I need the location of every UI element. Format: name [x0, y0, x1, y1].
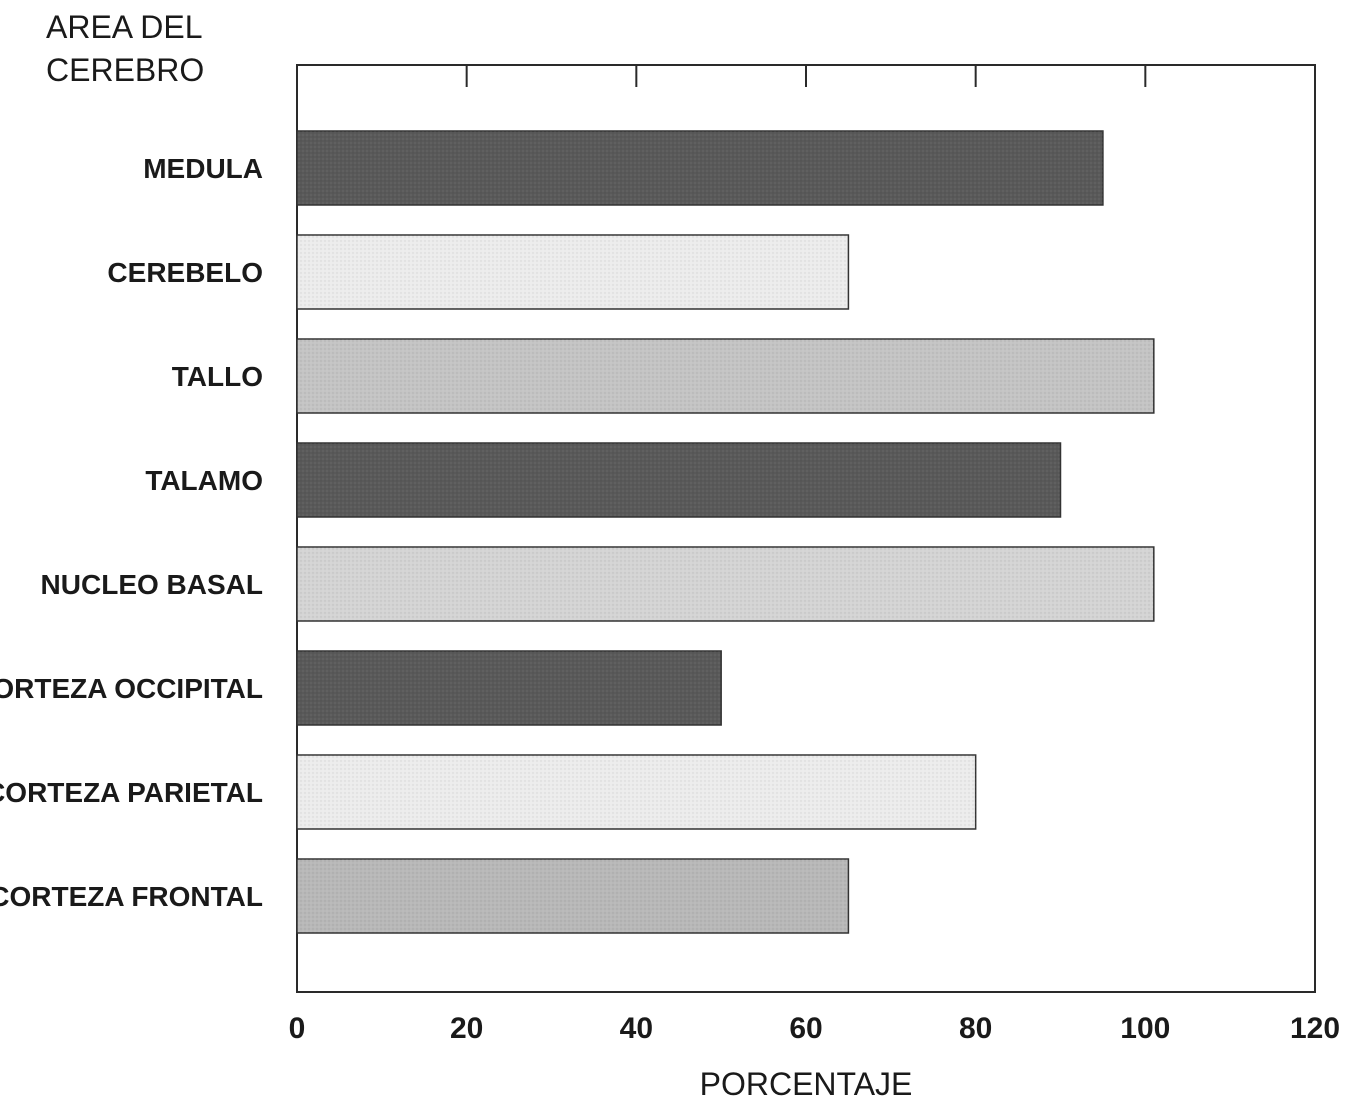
x-tick-label: 0	[289, 1012, 306, 1045]
y-axis-title: AREA DEL CEREBRO	[46, 9, 204, 88]
category-label: CORTEZA FRONTAL	[0, 881, 263, 912]
bar-texture	[297, 651, 722, 725]
category-label: CORTEZA PARIETAL	[0, 777, 263, 808]
category-label: CEREBELO	[107, 257, 263, 288]
bar-texture	[297, 235, 849, 309]
x-tick-label: 100	[1120, 1012, 1170, 1045]
x-tick-label: 20	[450, 1012, 483, 1045]
y-axis-title-text: AREA DEL CEREBRO	[46, 9, 204, 88]
x-axis-title: PORCENTAJE	[700, 1066, 913, 1102]
category-label: CORTEZA OCCIPITAL	[0, 673, 263, 704]
y-axis-title-line: CEREBRO	[46, 52, 204, 88]
top-axis-ticks	[465, 65, 1147, 87]
y-axis-title-line: AREA DEL	[46, 9, 203, 45]
bar-texture	[297, 131, 1103, 205]
category-label: NUCLEO BASAL	[41, 569, 263, 600]
x-tick-label: 60	[789, 1012, 822, 1045]
category-label: MEDULA	[143, 153, 263, 184]
bar-texture	[297, 339, 1154, 413]
category-label: TALLO	[172, 361, 263, 392]
bar-texture	[297, 547, 1154, 621]
x-tick-label: 40	[620, 1012, 653, 1045]
bar-texture	[297, 443, 1061, 517]
category-label: TALAMO	[145, 465, 263, 496]
x-axis-tick-labels: 0 20 40 60 80 100 120	[289, 1012, 1340, 1045]
x-tick-label: 120	[1290, 1012, 1340, 1045]
bar-texture	[297, 755, 976, 829]
category-labels: MEDULA CEREBELO TALLO TALAMO NUCLEO BASAL COR…	[0, 153, 263, 912]
bar-texture	[297, 859, 849, 933]
x-tick-label: 80	[959, 1012, 992, 1045]
bars	[296, 130, 1155, 934]
